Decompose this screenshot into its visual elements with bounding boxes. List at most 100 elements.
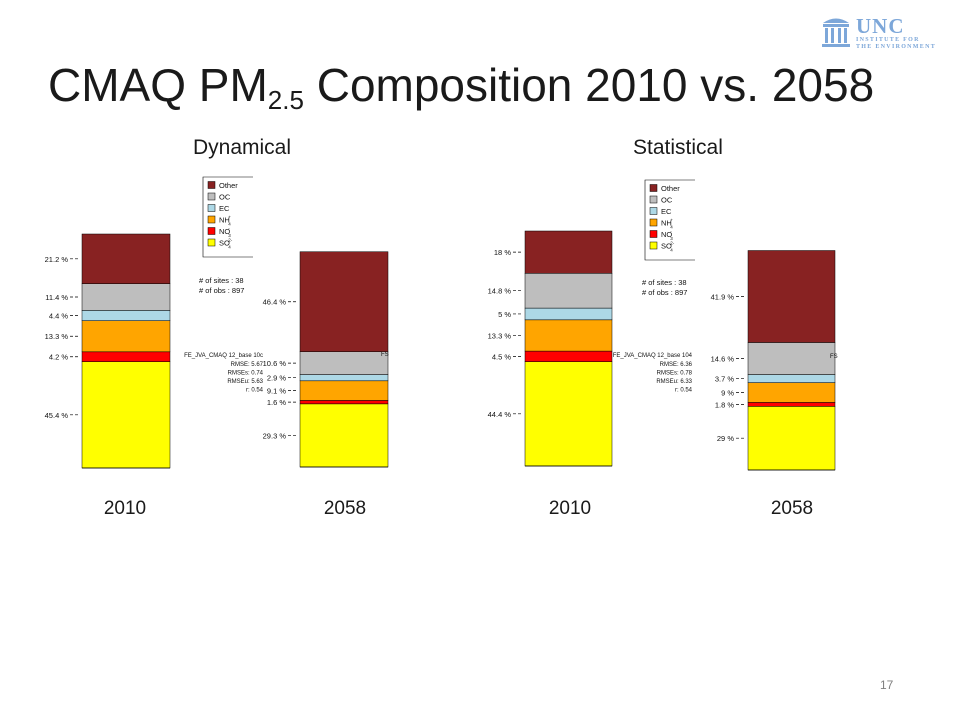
segment-percent-label-other-2010: 18 % — [494, 248, 511, 257]
segment-percent-label-nh4-2010: 13.3 % — [45, 332, 69, 341]
model-stat-line: r: 0.54 — [246, 388, 264, 394]
segment-percent-label-so4-2010: 44.4 % — [488, 410, 512, 419]
legend-subscript-so4: 4 — [228, 245, 231, 250]
slide-title: CMAQ PM2.5 Composition 2010 vs. 2058 — [48, 58, 928, 115]
bar-segment-nh4-2010 — [81, 320, 171, 353]
bar-segment-so4-2010 — [524, 361, 613, 467]
bar-segment-other-2010 — [81, 233, 171, 284]
legend-swatch-oc — [649, 195, 658, 204]
bar-segment-so4-2010 — [81, 361, 171, 469]
chart-dynamical: 21.2 % 11.4 % 4.4 % 13.3 % 4.2 % 45.4 % 46.4 %… — [45, 176, 389, 469]
legend-subscript-nh4: 4 — [228, 222, 231, 227]
model-run-label: FE_JVA_CMAQ 12_base 10c — [184, 353, 263, 359]
legend-label-other: Other — [219, 181, 238, 190]
legend-subscript-no3: 3 — [228, 233, 231, 238]
segment-percent-label-oc-2010: 11.4 % — [45, 293, 68, 302]
year-label-statistical-2010: 2010 — [548, 498, 592, 519]
unc-logo: UNC INSTITUTE FOR THE ENVIRONMENT — [820, 14, 948, 50]
legend-label-no3: NO — [661, 230, 672, 239]
stats-line: # of obs : 897 — [199, 286, 244, 295]
bar-segment-nh4-2058 — [747, 382, 836, 403]
bar-segment-oc-2058 — [747, 342, 836, 375]
segment-percent-label-other-2058: 46.4 % — [263, 298, 287, 307]
bar-segment-ec-2010 — [524, 307, 613, 321]
legend-swatch-ec — [207, 204, 216, 212]
legend-subscript-nh4: 4 — [670, 225, 673, 230]
legend-label-oc: OC — [661, 196, 673, 205]
legend-superscript-no3: - — [670, 229, 672, 234]
model-stat-line: RMSE: 6.36 — [660, 362, 693, 368]
page-number: 17 — [880, 678, 894, 692]
legend-swatch-oc — [207, 192, 216, 201]
segment-percent-label-oc-2058: 10.6 % — [263, 359, 287, 368]
bar-segment-nh4-2010 — [524, 319, 613, 352]
bar-segment-other-2058 — [747, 250, 836, 343]
year-label-dynamical-2010: 2010 — [103, 498, 147, 519]
segment-percent-label-ec-2058: 3.7 % — [715, 375, 735, 384]
segment-percent-label-ec-2010: 4.4 % — [49, 312, 69, 321]
bar-segment-ec-2058 — [299, 374, 389, 382]
bar-segment-no3-2058 — [299, 400, 389, 405]
legend-label-ec: EC — [661, 207, 672, 216]
fs-label: FS — [381, 352, 389, 358]
model-stat-line: RMSEs: 0.78 — [657, 371, 693, 377]
segment-percent-label-so4-2058: 29 % — [717, 434, 734, 443]
legend-swatch-so4 — [207, 238, 216, 247]
bar-segment-so4-2058 — [747, 406, 836, 471]
logo-name: UNC — [856, 14, 905, 38]
segment-percent-label-nh4-2058: 9.1 % — [267, 387, 287, 396]
legend-label-nh4: NH — [219, 216, 230, 225]
segment-percent-label-nh4-2010: 13.3 % — [488, 331, 512, 340]
title-main: CMAQ PM — [48, 59, 268, 111]
stats-line: # of sites : 38 — [199, 276, 244, 285]
legend-frame — [202, 176, 253, 258]
legend-swatch-nh4 — [649, 218, 658, 227]
legend-swatch-so4 — [649, 241, 658, 250]
segment-percent-label-other-2010: 21.2 % — [45, 255, 69, 264]
bar-segment-oc-2010 — [81, 283, 171, 311]
stats-line: # of sites : 38 — [642, 278, 687, 287]
legend-superscript-so4: 2- — [228, 238, 233, 243]
fs-label: FS — [830, 354, 838, 360]
title-rest: Composition 2010 vs. 2058 — [303, 59, 875, 111]
legend-superscript-no3: - — [228, 226, 230, 231]
legend-swatch-ec — [649, 207, 658, 215]
bar-segment-other-2010 — [524, 230, 613, 274]
model-run-label: FE_JVA_CMAQ 12_base 104 — [613, 353, 693, 359]
bar-segment-ec-2010 — [81, 310, 171, 321]
panel-label-dynamical: Dynamical — [193, 136, 292, 159]
legend-label-so4: SO — [219, 239, 230, 248]
chart-statistical: 18 % 14.8 % 5 % 13.3 % 4.5 % 44.4 % 41.9 % 14.6… — [488, 179, 838, 471]
model-stat-line: RMSEu: 5.63 — [227, 379, 263, 385]
legend-swatch-nh4 — [207, 215, 216, 224]
segment-percent-label-ec-2010: 5 % — [498, 310, 511, 319]
segment-percent-label-other-2058: 41.9 % — [711, 293, 735, 302]
model-stat-line: RMSE: 5.67 — [231, 362, 264, 368]
legend-label-so4: SO — [661, 242, 672, 251]
year-label-statistical-2058: 2058 — [770, 498, 814, 519]
bar-segment-so4-2058 — [299, 403, 389, 468]
bar-segment-no3-2010 — [81, 351, 171, 362]
segment-percent-label-no3-2058: 1.8 % — [715, 400, 735, 409]
segment-percent-label-nh4-2058: 9 % — [721, 389, 734, 398]
legend-superscript-nh4: + — [670, 218, 673, 223]
bar-segment-ec-2058 — [747, 374, 836, 383]
legend-swatch-no3 — [649, 230, 658, 238]
legend-label-ec: EC — [219, 204, 230, 213]
legend-label-nh4: NH — [661, 219, 672, 228]
segment-percent-label-no3-2010: 4.2 % — [49, 353, 69, 362]
segment-percent-label-no3-2058: 1.6 % — [267, 398, 287, 407]
legend-subscript-no3: 3 — [670, 236, 673, 241]
bar-segment-nh4-2058 — [299, 380, 389, 401]
legend-superscript-so4: 2- — [670, 241, 675, 246]
legend-swatch-other — [207, 181, 216, 189]
year-label-dynamical-2058: 2058 — [323, 498, 367, 519]
model-stat-line: RMSEs: 0.74 — [228, 371, 264, 377]
panel-label-statistical: Statistical — [633, 136, 723, 159]
segment-percent-label-so4-2010: 45.4 % — [45, 411, 69, 420]
legend-swatch-no3 — [207, 227, 216, 235]
title-subscript: 2.5 — [267, 85, 304, 115]
legend-label-other: Other — [661, 184, 680, 193]
segment-percent-label-so4-2058: 29.3 % — [263, 431, 287, 440]
